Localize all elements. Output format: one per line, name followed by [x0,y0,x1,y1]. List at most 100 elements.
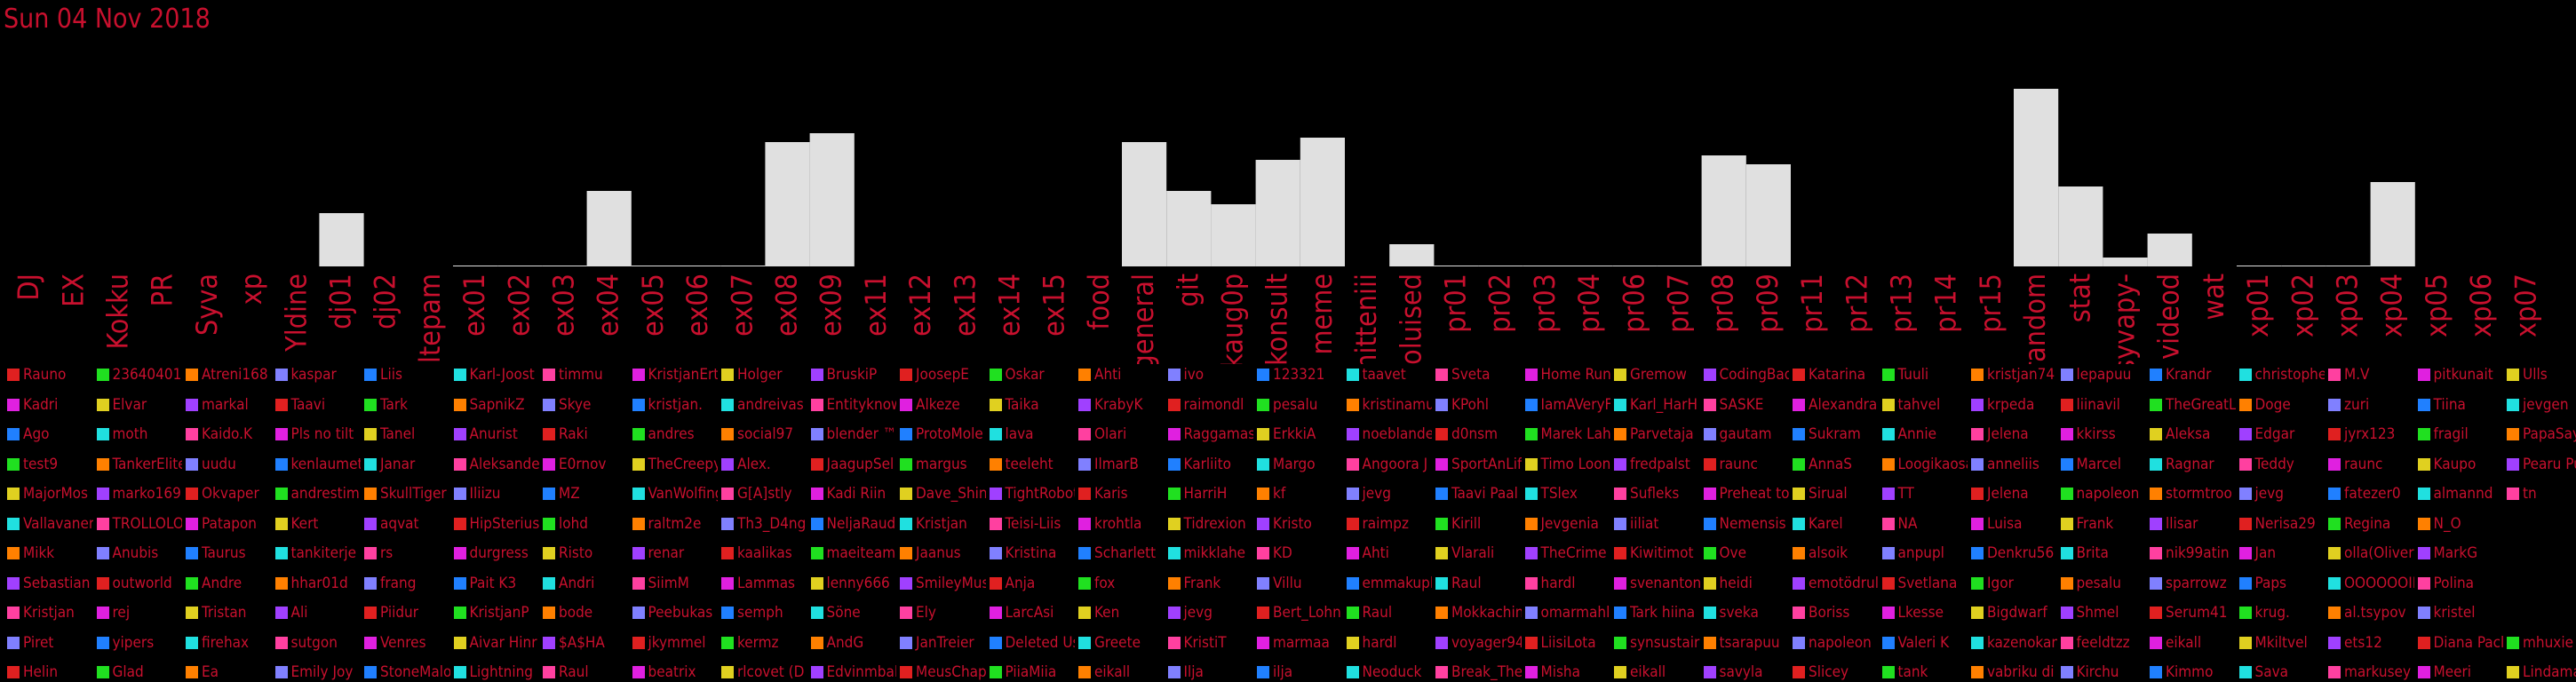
legend-label: Tuuli [1897,366,1929,384]
legend-label: Marek Lah [1540,425,1611,443]
legend-label: Nemensis [1719,514,1786,533]
legend-label: taavet [1362,366,1406,384]
legend-label: Vallavanem [23,514,93,533]
legend-swatch [989,517,1002,530]
legend-item: LiisiLota [1524,634,1611,652]
legend-item: Aleksande [453,456,539,473]
legend-swatch [1167,607,1181,619]
legend-swatch [1435,576,1448,590]
legend-swatch [274,398,288,411]
legend-swatch [721,547,734,559]
legend-label: Piret [23,633,54,652]
legend-item: MarkG [2417,544,2504,562]
legend-swatch [632,576,645,590]
legend-swatch [2150,517,2162,530]
legend-item: Jan [2238,544,2326,562]
category-label-kaug0p: kaug0p [1216,274,1250,364]
legend-item: VanWolfing [632,485,718,503]
legend-label: Villu [1273,574,1302,592]
category-label-ex02: ex02 [502,274,536,337]
legend-item: marmaa [1257,634,1343,652]
legend-item: sparrowz [2150,575,2236,592]
legend-item: savyla [1703,663,1790,681]
legend-swatch [1346,428,1359,440]
legend-swatch [2238,488,2252,500]
legend-item: Iliizu [453,485,540,503]
legend-item: Emily Joy [274,663,362,681]
legend-item: TheCrime [1524,544,1611,562]
legend-item: voyager94 [1435,634,1522,652]
legend-swatch [364,576,377,590]
legend-label: Karl-Joost [469,366,535,384]
legend-label: pitkunait [2433,366,2493,384]
legend-swatch [1257,576,1269,590]
legend-item: PapaSay [2507,425,2576,443]
legend-item: Home Run [1524,366,1610,384]
legend-swatch [1435,607,1448,619]
legend-item: IamAVeryF [1524,396,1610,414]
legend-swatch [1346,488,1359,500]
legend-swatch [1881,457,1895,471]
legend-label: Diana Pacl [2433,633,2504,652]
legend-label: Bigdwarf [1987,604,2047,622]
legend-swatch [1167,517,1181,530]
legend-item: StoneMalo [364,663,450,681]
legend-swatch [1881,517,1895,530]
legend-label: jevg [1362,485,1391,503]
legend-label: llisar [2166,514,2198,533]
chart-title: Sun 04 Nov 2018 [4,4,211,35]
legend-label: MeusChap [916,663,986,681]
legend-label: Venres [380,633,426,652]
legend-label: Okvaper [202,485,259,503]
legend-swatch [274,457,288,471]
legend-swatch [2238,517,2252,530]
legend-swatch [543,457,555,471]
legend-item: kkirss [2060,425,2147,443]
legend-item: Bigdwarf [1971,604,2057,622]
legend-swatch [2417,428,2430,440]
category-label-oluised: oluised [1394,274,1427,364]
legend-item: Skye [543,396,629,414]
legend-item: kenlaumet [274,456,361,473]
legend-item: Frank [1167,575,1254,592]
legend-item: vabriku di [1971,663,2057,681]
legend-swatch [96,607,109,619]
legend-label: omarmahl [1540,604,1610,622]
legend-item: SASKE [1703,395,1790,414]
legend-swatch [632,607,645,619]
legend-label: Ea [202,663,219,681]
legend-swatch [453,666,466,678]
legend-swatch [900,666,912,678]
legend-swatch [364,398,377,411]
legend-label: SapnikZ [469,395,525,414]
legend-swatch [364,517,377,530]
legend-swatch [1524,457,1538,471]
legend-swatch [1346,398,1359,411]
legend-swatch [1435,517,1448,530]
legend-label: kazenokan [1987,633,2057,652]
legend-label: napoleon [1809,633,1872,652]
legend-item: M.V [2328,366,2414,384]
legend-label: Karis [1094,485,1128,503]
legend-item: Raggamas [1167,425,1253,443]
legend-label: Skye [559,395,592,414]
legend-item: blender ™ [810,425,896,443]
legend-item: SkullTiger [364,485,450,503]
legend-item: Preheat to [1703,485,1789,503]
legend-label: Annie [1897,425,1937,443]
legend-label: AndG [826,633,864,652]
legend-item: raimondl [1167,396,1254,414]
legend-item: Slicey [1793,663,1879,681]
legend-label: SASKE [1719,395,1764,414]
legend-swatch [7,428,20,440]
legend-item: NA [1881,515,1968,533]
legend-item: Neoduck [1346,663,1433,681]
legend-swatch [1703,488,1716,500]
legend-item: eikall [1614,663,1700,681]
legend-swatch [1524,369,1538,381]
legend-label: kristinamu [1362,395,1433,414]
legend-swatch [1435,428,1448,440]
legend-item: gautam [1703,425,1790,443]
legend-item: TightRobot [989,485,1075,503]
legend-item: G[A]stly [721,485,807,503]
